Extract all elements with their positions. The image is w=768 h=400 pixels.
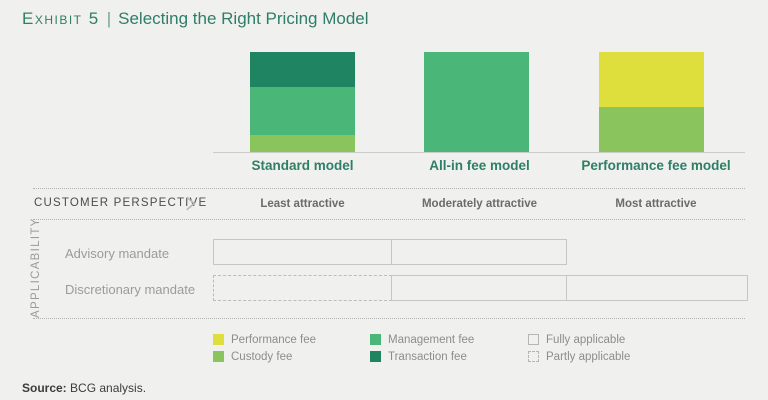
legend: Performance fee Custody fee Management f… (213, 331, 653, 365)
applicability-cell-partly-applicable (213, 275, 392, 301)
exhibit-number: Exhibit 5 (22, 9, 100, 28)
rating-most-attractive: Most attractive (615, 198, 697, 210)
legend-label: Custody fee (231, 350, 293, 363)
bar-label-standard-model: Standard model (251, 158, 354, 173)
legend-label: Partly applicable (546, 350, 631, 363)
bar-segment-transaction-fee (250, 52, 355, 87)
bar-segment-management-fee (250, 87, 355, 135)
legend-label: Management fee (388, 333, 475, 346)
transaction-fee-swatch-icon (370, 351, 381, 362)
source-prefix: Source: (22, 381, 67, 395)
row-label-discretionary-mandate: Discretionary mandate (65, 282, 196, 297)
bar-all-in-fee-model (424, 52, 529, 152)
applicability-cell-fully-applicable (391, 275, 567, 301)
bar-segment-management-fee (424, 52, 529, 152)
legend-item-management-fee: Management fee (370, 331, 528, 348)
applicability-section-label: APPLICABILITY (30, 217, 42, 318)
stacked-bar-chart (250, 52, 704, 152)
customer-perspective-label: CUSTOMER PERSPECTIVE (34, 197, 208, 209)
bar-segment-custody-fee (250, 135, 355, 152)
partly-applicable-swatch-icon (528, 351, 539, 362)
legend-label: Performance fee (231, 333, 317, 346)
exhibit-name: Selecting the Right Pricing Model (118, 9, 369, 28)
row-label-advisory-mandate: Advisory mandate (65, 246, 170, 261)
legend-label: Fully applicable (546, 333, 626, 346)
title-separator: | (106, 9, 112, 28)
legend-item-performance-fee: Performance fee (213, 331, 370, 348)
legend-label: Transaction fee (388, 350, 467, 363)
bar-segment-performance-fee (599, 52, 704, 107)
performance-fee-swatch-icon (213, 334, 224, 345)
legend-item-custody-fee: Custody fee (213, 348, 370, 365)
chevron-right-icon (185, 196, 196, 216)
applicability-cell-fully-applicable (391, 239, 567, 265)
chart-baseline (213, 152, 745, 153)
customer-perspective-row: CUSTOMER PERSPECTIVE Least attractive Mo… (33, 188, 745, 220)
applicability-cell-fully-applicable (566, 275, 748, 301)
legend-item-transaction-fee: Transaction fee (370, 348, 528, 365)
rating-least-attractive: Least attractive (260, 198, 345, 210)
bar-standard-model (250, 52, 355, 152)
source-text: BCG analysis. (66, 381, 147, 395)
bar-label-performance-fee-model: Performance fee model (581, 158, 731, 173)
bar-label-all-in-fee-model: All-in fee model (429, 158, 530, 173)
applicability-section: APPLICABILITY Advisory mandate Discretio… (30, 217, 748, 319)
rating-moderately-attractive: Moderately attractive (421, 198, 538, 210)
bar-performance-fee-model (599, 52, 704, 152)
legend-item-fully-applicable: Fully applicable (528, 331, 653, 348)
legend-item-partly-applicable: Partly applicable (528, 348, 653, 365)
management-fee-swatch-icon (370, 334, 381, 345)
custody-fee-swatch-icon (213, 351, 224, 362)
fully-applicable-swatch-icon (528, 334, 539, 345)
bar-segment-custody-fee (599, 107, 704, 152)
applicability-cell-fully-applicable (213, 239, 392, 265)
page-title: Exhibit 5 | Selecting the Right Pricing Mo… (22, 9, 369, 29)
source-note: Source: BCG analysis. (22, 381, 146, 395)
